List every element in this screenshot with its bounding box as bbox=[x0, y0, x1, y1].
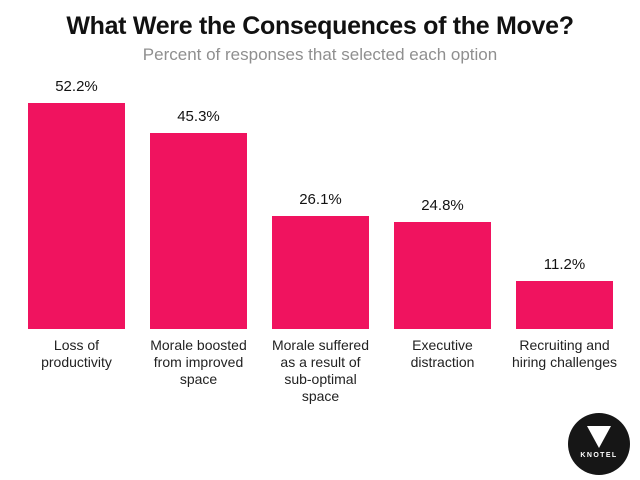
bar-column: 24.8% bbox=[394, 0, 491, 329]
category-label: Morale suffered as a result of sub-optim… bbox=[271, 337, 369, 404]
bar-column: 11.2% bbox=[516, 0, 613, 329]
category-label: Executive distraction bbox=[410, 337, 475, 370]
knotel-logo-text: KNOTEL bbox=[580, 452, 618, 459]
category-label: Recruiting and hiring challenges bbox=[511, 337, 618, 370]
bar-value-label: 26.1% bbox=[299, 191, 342, 208]
category-label: Morale boosted from improved space bbox=[150, 337, 247, 387]
category-label: Loss of productivity bbox=[41, 337, 112, 370]
bar-column: 26.1% bbox=[272, 0, 369, 329]
knotel-triangle-icon bbox=[587, 426, 611, 448]
bar-value-label: 45.3% bbox=[177, 108, 220, 125]
bar bbox=[272, 216, 369, 329]
bar bbox=[394, 222, 491, 329]
knotel-logo: KNOTEL bbox=[568, 413, 630, 475]
chart-title: What Were the Consequences of the Move? bbox=[66, 12, 574, 40]
bar bbox=[150, 133, 247, 329]
bar-value-label: 24.8% bbox=[421, 197, 464, 214]
bar-column: 45.3% bbox=[150, 0, 247, 329]
bar-value-label: 11.2% bbox=[543, 256, 586, 273]
bar bbox=[28, 103, 125, 329]
bar bbox=[516, 281, 613, 329]
bar-column: 52.2% bbox=[28, 0, 125, 329]
bar-plot-area: 52.2% 45.3% 26.1% 24.8% 11.2% bbox=[28, 0, 613, 329]
category-axis-labels: Loss of productivity Morale boosted from … bbox=[28, 337, 617, 417]
bar-value-label: 52.2% bbox=[55, 78, 98, 95]
chart-subtitle: Percent of responses that selected each … bbox=[142, 45, 498, 64]
